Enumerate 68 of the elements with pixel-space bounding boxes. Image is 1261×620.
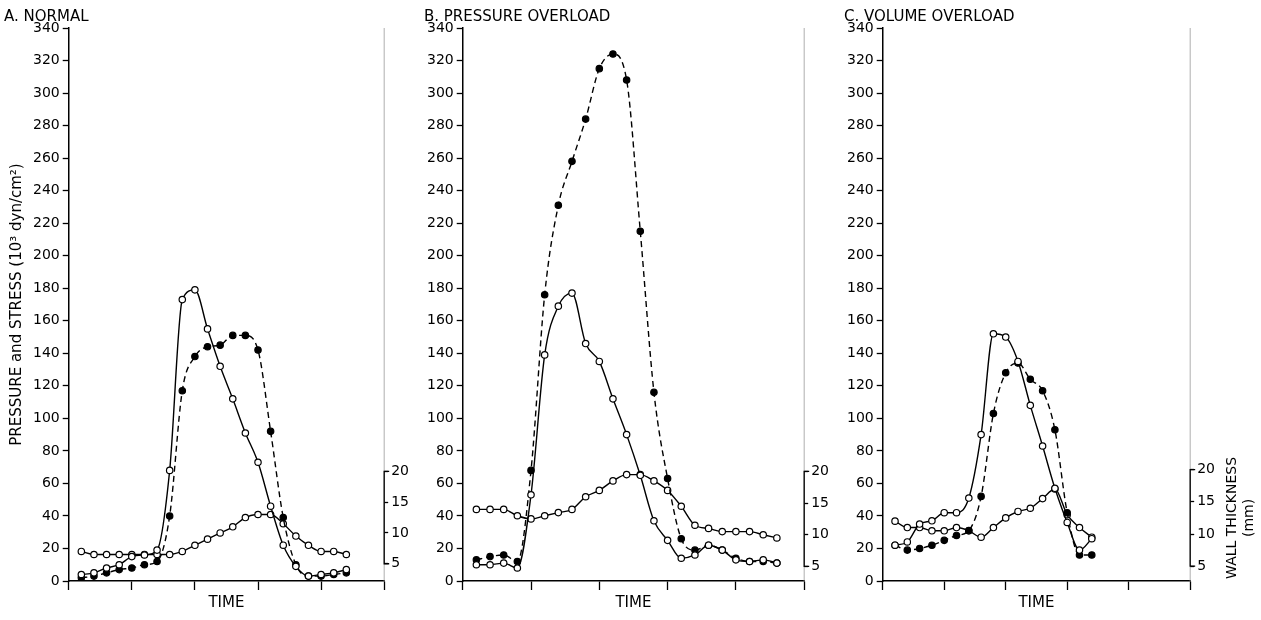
y-tick-label: 140 (426, 343, 454, 360)
y-tick-label: 140 (846, 343, 874, 360)
y-tick-label: 220 (846, 213, 874, 230)
y2-tick-label: 5 (811, 557, 821, 574)
y2-tick-label: 15 (811, 493, 830, 510)
y2-tick-label: 15 (1197, 492, 1216, 509)
y-tick-label: 100 (846, 408, 874, 425)
y-tick-label: 320 (846, 51, 874, 68)
y-tick-label: 300 (426, 83, 454, 100)
y-tick-label: 40 (435, 506, 454, 523)
y-tick-label: 320 (426, 51, 454, 68)
y-tick-label: 40 (855, 506, 874, 523)
y2-tick-label: 15 (391, 492, 410, 509)
y-tick-label: 240 (846, 181, 874, 198)
y-tick-label: 0 (444, 571, 454, 588)
y-tick-label: 20 (435, 539, 454, 556)
y-tick-label: 280 (846, 116, 874, 133)
y-tick-label: 160 (32, 311, 60, 328)
y-tick-label: 280 (426, 116, 454, 133)
y-tick-label: 160 (846, 311, 874, 328)
y-tick-label: 180 (846, 278, 874, 295)
x-axis-title: TIME (1017, 592, 1055, 611)
y-tick-label: 200 (846, 246, 874, 263)
x-axis-title: TIME (207, 592, 245, 611)
y-tick-label: 20 (41, 539, 60, 556)
y-tick-label: 140 (32, 343, 60, 360)
y2-tick-label: 20 (1197, 460, 1216, 477)
y-tick-label: 60 (855, 474, 874, 491)
y-tick-label: 80 (41, 441, 60, 458)
y-tick-label: 80 (855, 441, 874, 458)
y-tick-label: 260 (32, 148, 60, 165)
y-tick-label: 120 (846, 376, 874, 393)
y-tick-label: 120 (426, 376, 454, 393)
y-tick-label: 300 (846, 83, 874, 100)
y-tick-label: 60 (41, 474, 60, 491)
y2-tick-label: 5 (391, 554, 401, 571)
y-tick-label: 260 (846, 148, 874, 165)
y-tick-label: 320 (32, 51, 60, 68)
y2-tick-label: 20 (811, 462, 830, 479)
y-tick-label: 240 (426, 181, 454, 198)
y2-axis-title: WALL THICKNESS (mm) (1222, 456, 1256, 579)
y-tick-label: 80 (435, 441, 454, 458)
y-tick-label: 100 (426, 408, 454, 425)
y-axis-title: PRESSURE and STRESS (10³ dyn/cm²) (6, 163, 25, 446)
y-tick-label: 280 (32, 116, 60, 133)
y-tick-label: 240 (32, 181, 60, 198)
y-tick-label: 220 (32, 213, 60, 230)
y-tick-label: 100 (32, 408, 60, 425)
y-tick-label: 300 (32, 83, 60, 100)
y2-tick-label: 10 (811, 525, 830, 542)
y2-tick-label: 5 (1197, 556, 1207, 573)
y-tick-label: 160 (426, 311, 454, 328)
y2-tick-label: 20 (391, 462, 410, 479)
y2-tick-label: 10 (391, 523, 410, 540)
y-tick-label: 0 (50, 571, 60, 588)
y-tick-label: 20 (855, 539, 874, 556)
y-tick-label: 180 (32, 278, 60, 295)
y-tick-label: 60 (435, 474, 454, 491)
y2-tick-label: 10 (1197, 524, 1216, 541)
y-tick-label: 220 (426, 213, 454, 230)
y-tick-label: 180 (426, 278, 454, 295)
y-tick-label: 40 (41, 506, 60, 523)
y-tick-label: 200 (32, 246, 60, 263)
y-tick-label: 200 (426, 246, 454, 263)
x-axis-title: TIME (614, 592, 652, 611)
y-tick-label: 0 (864, 571, 874, 588)
y-tick-label: 260 (426, 148, 454, 165)
y-tick-label: 120 (32, 376, 60, 393)
